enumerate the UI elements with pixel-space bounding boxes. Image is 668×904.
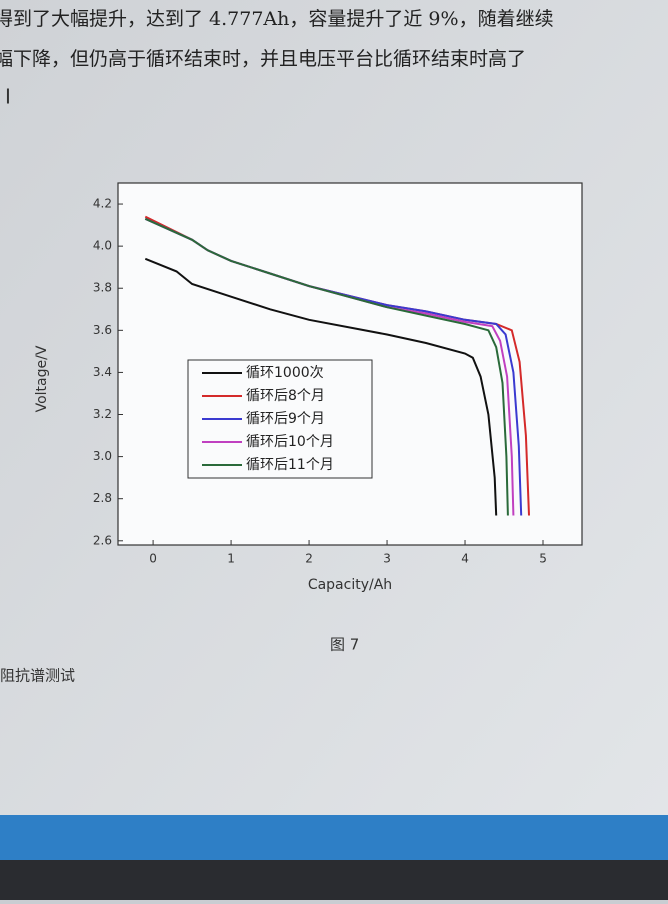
x-tick-label: 3 xyxy=(383,552,391,566)
legend-label: 循环后11个月 xyxy=(246,457,334,473)
x-tick-label: 1 xyxy=(227,552,235,566)
y-tick-label: 4.0 xyxy=(93,239,112,253)
x-tick-label: 2 xyxy=(305,552,313,566)
legend-label: 循环后9个月 xyxy=(246,411,325,427)
y-tick-label: 4.2 xyxy=(93,197,112,211)
y-tick-label: 3.4 xyxy=(93,365,112,379)
figure-caption: 图 7 xyxy=(330,636,359,654)
x-tick-label: 4 xyxy=(461,552,469,566)
legend-label: 循环后10个月 xyxy=(246,434,334,450)
monitor-bezel xyxy=(0,860,668,900)
legend-label: 循环1000次 xyxy=(246,365,324,381)
taskbar xyxy=(0,815,668,860)
y-tick-label: 3.8 xyxy=(93,281,112,295)
y-axis-label: Voltage/V xyxy=(34,345,50,412)
text-cursor: I xyxy=(5,85,11,109)
section-heading: 阻抗谱测试 xyxy=(0,667,75,685)
y-tick-label: 3.0 xyxy=(93,449,112,463)
legend-label: 循环后8个月 xyxy=(246,388,325,404)
y-tick-label: 2.8 xyxy=(93,491,112,505)
x-axis-label: Capacity/Ah xyxy=(308,577,392,593)
doc-line: 得到了大幅提升，达到了 4.777Ah，容量提升了近 9%，随着继续 xyxy=(0,8,554,30)
y-tick-label: 2.6 xyxy=(93,533,112,547)
x-tick-label: 0 xyxy=(149,552,157,566)
series-line xyxy=(144,257,498,516)
chart: 0 1 2 3 4 5 2.6 2.8 3.0 3.2 3.4 3.6 3.8 4.0 4.2 Capacit… xyxy=(34,197,547,593)
y-tick-label: 3.2 xyxy=(93,407,112,421)
series-line xyxy=(144,217,509,516)
y-tick-label: 3.6 xyxy=(93,323,112,337)
x-tick-label: 5 xyxy=(539,552,547,566)
doc-line: 幅下降，但仍高于循环结束时，并且电压平台比循环结束时高了 xyxy=(0,48,526,70)
